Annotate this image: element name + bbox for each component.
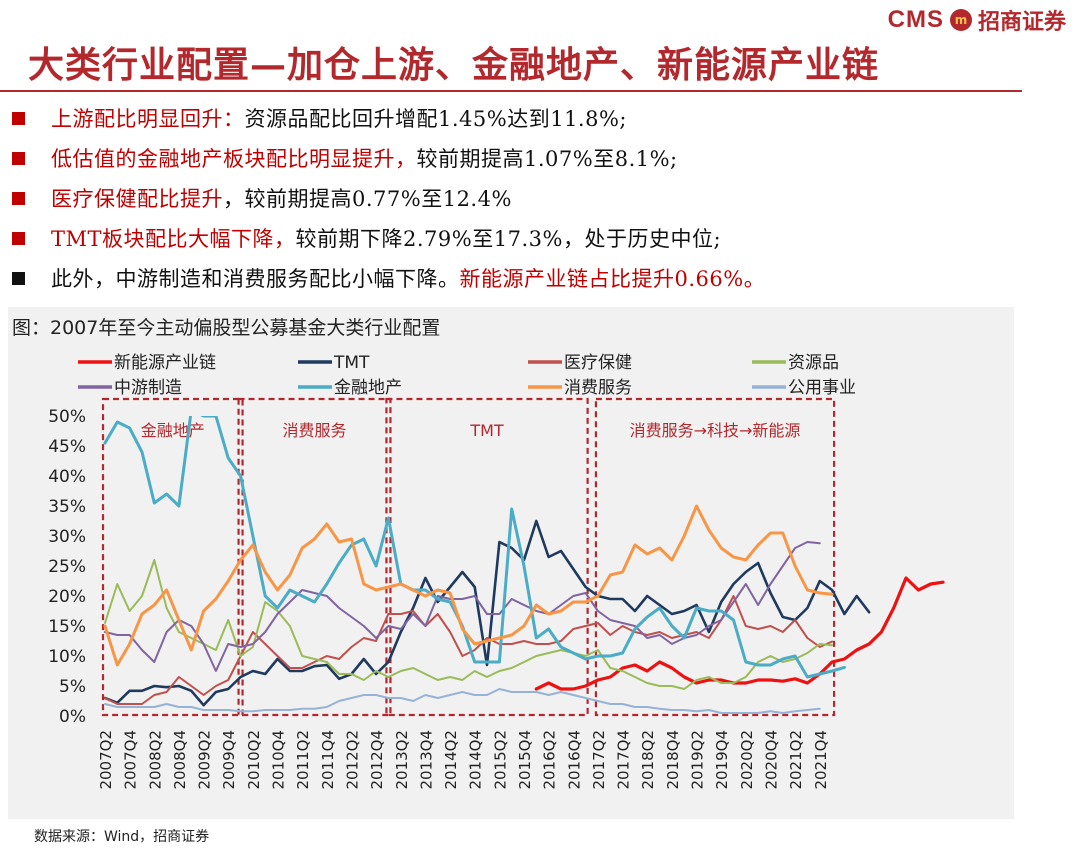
x-tick-label: 2011Q2 — [294, 730, 312, 790]
x-tick-label: 2009Q4 — [220, 730, 238, 790]
y-tick-label: 40% — [48, 467, 86, 487]
y-tick-label: 15% — [48, 617, 86, 637]
x-tick-label: 2008Q2 — [146, 730, 164, 790]
region-label: 消费服务 — [282, 421, 346, 440]
series-line — [103, 519, 871, 707]
bullet-square-icon — [12, 271, 25, 285]
bullet-item: 此外，中游制造和消费服务配比小幅下降。 新能源产业链占比提升0.66%。 — [12, 258, 765, 298]
bullet-highlight: 低估值的金融地产板块配比明显提升， — [51, 147, 417, 171]
y-tick-label: 45% — [48, 437, 86, 457]
x-tick-label: 2010Q2 — [245, 730, 263, 790]
bullet-item: TMT板块配比大幅下降， 较前期下降2.79%至17.3%，处于历史中位; — [12, 218, 765, 258]
legend-label: TMT — [333, 353, 370, 373]
bullet-item: 上游配比明显回升： 资源品配比回升增配1.45%达到11.8%; — [12, 98, 765, 138]
bullet-text: 资源品配比回升增配1.45%达到11.8%; — [244, 107, 627, 131]
region-label: 消费服务→科技→新能源 — [630, 421, 801, 440]
page-title: 大类行业配置—加仓上游、金融地产、新能源产业链 — [28, 44, 880, 86]
y-tick-label: 5% — [59, 677, 86, 697]
y-tick-label: 35% — [48, 497, 86, 517]
data-source: 数据来源：Wind，招商证券 — [34, 829, 210, 845]
x-tick-label: 2016Q2 — [541, 730, 559, 790]
brand-name: 招商证券 — [977, 9, 1066, 35]
x-tick-label: 2019Q4 — [713, 730, 731, 790]
bullet-highlight: TMT板块配比大幅下降， — [51, 227, 296, 251]
x-tick-label: 2018Q2 — [639, 730, 657, 790]
y-tick-label: 25% — [48, 557, 86, 577]
region-box — [101, 397, 244, 717]
x-tick-label: 2017Q2 — [590, 730, 608, 790]
x-tick-label: 2011Q4 — [319, 730, 337, 790]
x-tick-label: 2020Q2 — [738, 730, 756, 790]
bullet-highlight: 上游配比明显回升： — [51, 107, 245, 131]
bullet-square-icon — [12, 111, 25, 125]
x-tick-label: 2010Q4 — [270, 730, 288, 790]
region-label: 金融地产 — [141, 421, 205, 440]
bullet-highlight: 新能源产业链占比提升0.66%。 — [459, 267, 766, 291]
legend-label: 公用事业 — [788, 378, 856, 398]
bullet-text: 此外，中游制造和消费服务配比小幅下降。 — [51, 267, 460, 291]
bullet-square-icon — [12, 231, 25, 245]
series-line — [534, 576, 945, 691]
brand-cms: CMS — [887, 6, 944, 33]
x-tick-label: 2009Q2 — [196, 730, 214, 790]
x-tick-label: 2014Q4 — [467, 730, 485, 790]
x-tick-label: 2008Q4 — [171, 730, 189, 790]
series-line — [104, 595, 834, 705]
y-tick-label: 30% — [48, 527, 86, 547]
title-divider — [0, 90, 1022, 92]
bullet-item: 低估值的金融地产板块配比明显提升， 较前期提高1.07%至8.1%; — [12, 138, 765, 178]
x-tick-label: 2021Q2 — [787, 730, 805, 790]
legend-label: 资源品 — [788, 353, 839, 373]
legend-label: 医疗保健 — [564, 353, 632, 373]
x-tick-label: 2007Q4 — [122, 730, 140, 790]
x-tick-label: 2013Q2 — [393, 730, 411, 790]
x-tick-label: 2019Q2 — [689, 730, 707, 790]
x-tick-label: 2014Q2 — [442, 730, 460, 790]
x-tick-label: 2013Q4 — [417, 730, 435, 790]
bullet-text: 较前期提高1.07%至8.1%; — [416, 147, 678, 171]
series-line — [103, 504, 834, 667]
x-tick-label: 2016Q4 — [565, 730, 583, 790]
x-tick-label: 2020Q4 — [762, 730, 780, 790]
bullet-list: 上游配比明显回升： 资源品配比回升增配1.45%达到11.8%; 低估值的金融地… — [12, 98, 765, 298]
brand-mark-icon: m — [949, 9, 972, 31]
series-line — [104, 559, 834, 690]
bullet-item: 医疗保健配比提升 ，较前期提高0.77%至12.4% — [12, 178, 765, 218]
bullet-text: 较前期下降2.79%至17.3%，处于历史中位; — [295, 227, 722, 251]
bullet-highlight: 医疗保健配比提升 — [51, 187, 223, 211]
chart-panel — [8, 307, 1014, 819]
bullet-square-icon — [12, 151, 25, 165]
legend-label: 金融地产 — [334, 378, 402, 398]
region-box — [385, 397, 589, 717]
x-tick-label: 2018Q4 — [664, 730, 682, 790]
bullet-text: ，较前期提高0.77%至12.4% — [223, 187, 512, 211]
region-label: TMT — [469, 421, 504, 440]
x-tick-label: 2015Q4 — [516, 730, 534, 790]
y-tick-label: 20% — [48, 587, 86, 607]
y-tick-label: 10% — [48, 647, 86, 667]
legend-label: 新能源产业链 — [114, 353, 216, 373]
x-tick-label: 2021Q4 — [812, 730, 830, 790]
bullet-square-icon — [12, 191, 25, 205]
x-tick-label: 2017Q4 — [615, 730, 633, 790]
region-box — [594, 397, 836, 717]
x-tick-label: 2012Q2 — [343, 730, 361, 790]
x-tick-label: 2012Q4 — [368, 730, 386, 790]
region-box — [237, 397, 392, 717]
x-tick-label: 2015Q2 — [491, 730, 509, 790]
chart-caption: 图：2007年至今主动偏股型公募基金大类行业配置 — [12, 317, 441, 339]
legend-label: 消费服务 — [564, 378, 632, 398]
x-tick-label: 2007Q2 — [97, 730, 115, 790]
series-line — [104, 541, 821, 672]
y-tick-label: 0% — [59, 707, 86, 727]
legend-label: 中游制造 — [114, 378, 182, 398]
series-line — [104, 688, 821, 714]
brand-logo: CMS m 招商证券 — [888, 4, 1066, 36]
series-line — [103, 416, 846, 679]
y-tick-label: 50% — [48, 407, 86, 427]
